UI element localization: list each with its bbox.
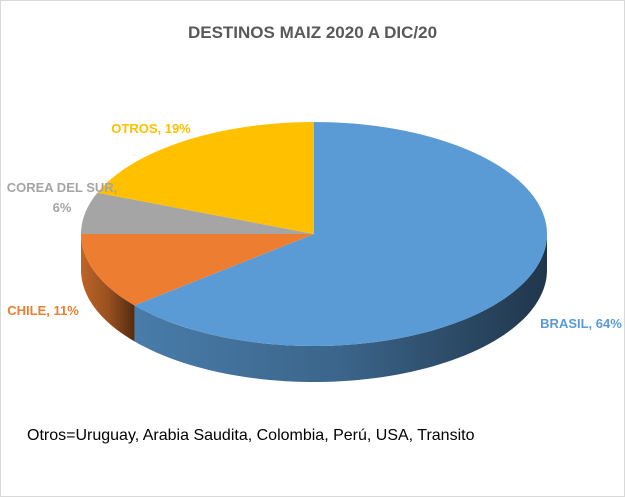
data-label: CHILE, 11% [7, 303, 79, 318]
data-label: BRASIL, 64% [540, 316, 622, 331]
chart-title: DESTINOS MAIZ 2020 A DIC/20 [187, 23, 438, 42]
annotation: Otros=Uruguay, Arabia Saudita, Colombia,… [27, 427, 475, 444]
pie-slice [81, 192, 314, 234]
pie-slice [97, 122, 314, 234]
data-label: COREA DEL SUR, 6% [6, 180, 118, 215]
pie-slice [134, 122, 547, 346]
slice-side [134, 234, 548, 382]
data-label: OTROS, 19% [111, 121, 191, 136]
pie-slice [81, 234, 314, 306]
slice-side [81, 234, 135, 342]
